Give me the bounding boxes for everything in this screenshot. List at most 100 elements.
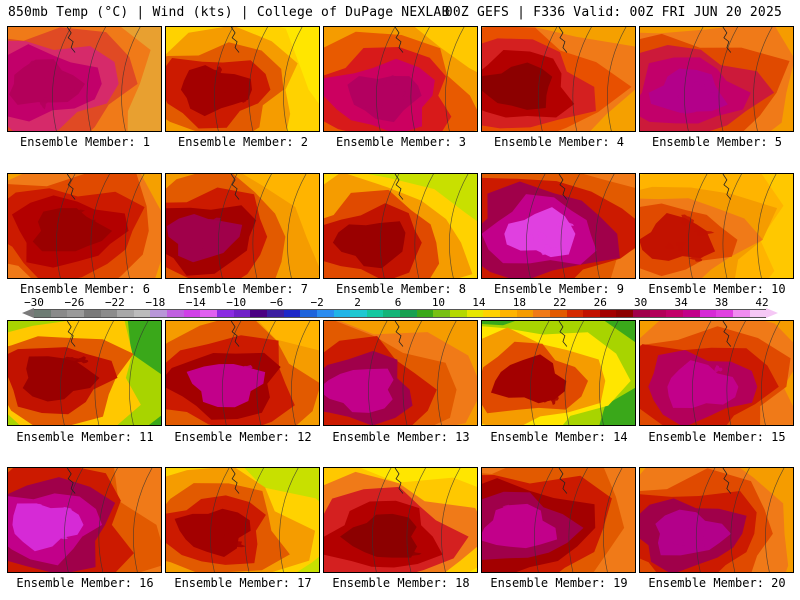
colorbar-tick-label: −26 [64,296,85,309]
ensemble-member-label: Ensemble Member: 4 [493,135,625,149]
ensemble-member-label: Ensemble Member: 9 [493,282,625,296]
colorbar-segment [383,310,401,317]
colorbar-segment [83,310,101,317]
ensemble-member-label: Ensemble Member: 5 [651,135,783,149]
ensemble-member-7-map [165,173,320,279]
colorbar-tick-label: 26 [593,296,607,309]
colorbar-tick-label: −30 [24,296,44,309]
ensemble-member-17-map [165,467,320,573]
ensemble-member-2-map [165,26,320,132]
ensemble-member-label: Ensemble Member: 11 [16,430,154,444]
colorbar-segment [599,310,617,317]
colorbar-segment [150,310,168,317]
ensemble-member-label: Ensemble Member: 17 [174,576,312,590]
colorbar-segment [716,310,733,317]
colorbar-segment [516,310,534,317]
colorbar-segment [466,310,484,317]
colorbar-tick-label: −14 [185,296,206,309]
ensemble-member-11-map [7,320,162,426]
ensemble-member-label: Ensemble Member: 13 [332,430,470,444]
ensemble-member-12-map [165,320,320,426]
colorbar-tick-label: 10 [431,296,446,309]
colorbar-segment [583,310,600,317]
ensemble-member-label: Ensemble Member: 16 [16,576,154,590]
colorbar-strip [34,309,767,318]
colorbar-tick-label: −2 [310,296,324,309]
colorbar-segment [316,310,334,317]
ensemble-member-9-map [481,173,636,279]
colorbar-segment [133,310,151,317]
colorbar-tick-label: 42 [755,296,769,309]
colorbar-segment [549,310,567,317]
colorbar-segment [333,310,351,317]
colorbar-tick-label: 22 [553,296,567,309]
ensemble-member-6-map [7,173,162,279]
colorbar-segment [233,310,251,317]
ensemble-member-label: Ensemble Member: 15 [648,430,786,444]
colorbar-segment [616,310,634,317]
colorbar-segment [499,310,517,317]
ensemble-member-8-map [323,173,478,279]
colorbar-tick-label: −10 [226,296,247,309]
ensemble-member-label: Ensemble Member: 10 [648,282,786,296]
colorbar-segment [50,310,68,317]
ensemble-member-label: Ensemble Member: 18 [332,576,470,590]
colorbar-segment [67,310,84,317]
colorbar-tick-label: 30 [634,296,648,309]
ensemble-member-19-map [481,467,636,573]
ensemble-member-20-map [639,467,794,573]
colorbar-segment [250,310,267,317]
ensemble-member-10-map [639,173,794,279]
colorbar-segment [749,310,767,317]
ensemble-member-label: Ensemble Member: 1 [19,135,151,149]
colorbar-segment [450,310,467,317]
colorbar-tick-label: 38 [714,296,729,309]
colorbar-segment [533,310,550,317]
ensemble-member-label: Ensemble Member: 19 [490,576,628,590]
colorbar-segment [400,310,417,317]
ensemble-member-18-map [323,467,478,573]
colorbar-tick-label: −6 [270,296,284,309]
colorbar-segment [483,310,500,317]
colorbar-max-arrow-icon [766,308,778,318]
colorbar-segment [34,310,51,317]
colorbar-tick-label: 6 [394,296,402,309]
ensemble-member-label: Ensemble Member: 3 [335,135,467,149]
colorbar-segment [217,310,234,317]
colorbar-segment [416,310,434,317]
colorbar-segment [350,310,367,317]
ensemble-member-4-map [481,26,636,132]
colorbar-segment [682,310,700,317]
colorbar-segment [633,310,650,317]
ensemble-member-label: Ensemble Member: 12 [174,430,312,444]
colorbar-segment [200,310,218,317]
colorbar-tick-label: 14 [472,296,486,309]
colorbar-segment [266,310,284,317]
forecast-valid-time: 00Z GEFS | F336 Valid: 00Z FRI JUN 20 20… [444,5,782,20]
colorbar-segment [100,310,118,317]
colorbar-min-arrow-icon [22,308,34,318]
ensemble-member-15-map [639,320,794,426]
colorbar-segment [183,310,201,317]
colorbar-tick-label: 34 [674,296,688,309]
colorbar-segment [283,310,301,317]
colorbar-segment [433,310,451,317]
colorbar-segment [699,310,717,317]
colorbar-segment [649,310,667,317]
ensemble-member-5-map [639,26,794,132]
colorbar-tick-label: −22 [104,296,125,309]
ensemble-member-label: Ensemble Member: 2 [177,135,309,149]
colorbar-tick-label: 2 [354,296,361,309]
colorbar-segment [366,310,384,317]
colorbar-segment [666,310,683,317]
ensemble-member-16-map [7,467,162,573]
colorbar-segment [566,310,584,317]
colorbar-segment [300,310,317,317]
map-title: 850mb Temp (°C) | Wind (kts) | College o… [8,5,450,20]
colorbar-tick-label: −18 [145,296,166,309]
ensemble-member-label: Ensemble Member: 8 [335,282,467,296]
ensemble-member-label: Ensemble Member: 14 [490,430,628,444]
colorbar-segment [167,310,184,317]
ensemble-member-label: Ensemble Member: 20 [648,576,786,590]
ensemble-member-label: Ensemble Member: 7 [177,282,309,296]
